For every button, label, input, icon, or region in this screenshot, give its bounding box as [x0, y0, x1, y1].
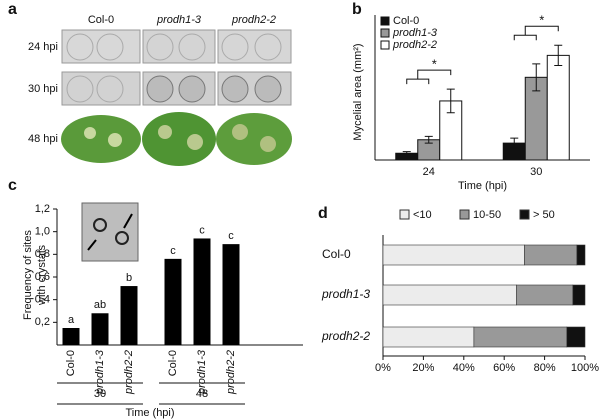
- x-tick-label: 0%: [375, 362, 391, 374]
- x-tick-label: prodh1-3: [94, 349, 106, 395]
- significance-letter: c: [199, 224, 205, 236]
- significance-letter: ab: [94, 299, 106, 311]
- bar-segment: [473, 326, 568, 348]
- group-label: 30: [94, 388, 106, 400]
- legend-label: prodh2-2: [392, 39, 437, 51]
- photo-grid: [61, 29, 292, 166]
- legend-swatch: [380, 40, 390, 50]
- panel-label: b: [352, 1, 362, 18]
- legend-label: Col-0: [393, 15, 419, 27]
- x-tick-label: 40%: [453, 362, 475, 374]
- bar: [120, 286, 138, 345]
- row-label: 30 hpi: [28, 83, 58, 95]
- x-tick-label: 100%: [571, 362, 599, 374]
- significance-bracket: [513, 25, 559, 41]
- significance-letter: a: [68, 314, 75, 326]
- x-tick-label: prodh1-3: [196, 349, 208, 395]
- inset-photo: [81, 202, 139, 262]
- legend-swatch: [380, 16, 390, 26]
- bar: [91, 313, 109, 345]
- y-axis-label: Mycelial area (mm²): [352, 43, 364, 140]
- x-tick-label: 80%: [534, 362, 556, 374]
- bar-segment: [382, 244, 525, 266]
- significance-mark: *: [539, 13, 544, 28]
- bar-segment: [382, 284, 517, 306]
- bar-segment: [566, 326, 586, 348]
- bar: [164, 258, 182, 345]
- bar: [193, 238, 211, 345]
- column-label: prodh2-2: [231, 14, 276, 26]
- significance-letter: c: [228, 230, 234, 242]
- legend-label: > 50: [533, 209, 555, 221]
- bar-segment: [576, 244, 586, 266]
- x-tick-label: 20%: [412, 362, 434, 374]
- x-axis-label: Time (hpi): [458, 180, 507, 192]
- error-bar: [532, 63, 541, 92]
- x-tick-label: 30: [530, 166, 542, 178]
- significance-letter: c: [170, 245, 176, 257]
- row-label: 24 hpi: [28, 41, 58, 53]
- x-tick-label: 60%: [493, 362, 515, 374]
- legend-label: 10-50: [473, 209, 501, 221]
- bar: [222, 244, 240, 345]
- error-bar: [402, 151, 411, 156]
- row-label: 48 hpi: [28, 133, 58, 145]
- significance-mark: *: [432, 57, 437, 72]
- y-tick-label: prodh2-2: [321, 329, 370, 343]
- legend-swatch: [519, 209, 530, 220]
- error-bar: [446, 88, 455, 114]
- bar-segment: [524, 244, 578, 266]
- bar: [546, 54, 570, 161]
- y-axis-label: with crystals: [36, 245, 48, 306]
- x-tick-label: 24: [423, 166, 435, 178]
- legend-label: <10: [413, 209, 432, 221]
- panel-label: a: [8, 1, 17, 18]
- significance-bracket: [406, 69, 452, 85]
- panel-label: d: [318, 205, 328, 222]
- x-axis-label: Time (hpi): [125, 407, 174, 419]
- bar-segment: [382, 326, 475, 348]
- y-tick-label: 0,4: [35, 294, 50, 306]
- y-tick-label: prodh1-3: [321, 287, 370, 301]
- significance-letter: b: [126, 272, 132, 284]
- y-tick-label: 1,2: [35, 203, 50, 215]
- error-bar: [510, 137, 519, 149]
- y-tick-label: 1,0: [35, 226, 50, 238]
- legend-swatch: [380, 28, 390, 38]
- legend-swatch: [399, 209, 410, 220]
- error-bar: [424, 135, 433, 144]
- y-tick-label: 0,2: [35, 316, 50, 328]
- x-tick-label: prodh2-2: [123, 350, 135, 395]
- x-tick-label: prodh2-2: [225, 350, 237, 395]
- bar-segment: [516, 284, 574, 306]
- y-axis-label: Frequency of sites: [22, 230, 34, 320]
- error-bar: [554, 44, 563, 66]
- legend-swatch: [459, 209, 470, 220]
- x-tick-label: Col-0: [167, 350, 179, 376]
- group-label: 48: [196, 388, 208, 400]
- panel-label: c: [8, 177, 17, 194]
- bar-segment: [572, 284, 586, 306]
- bar: [62, 328, 80, 345]
- x-tick-label: Col-0: [65, 350, 77, 376]
- legend-label: prodh1-3: [392, 27, 438, 39]
- column-label: prodh1-3: [156, 14, 202, 26]
- y-tick-label: Col-0: [322, 247, 351, 261]
- y-tick-label: 0,6: [35, 271, 50, 283]
- column-label: Col-0: [88, 14, 114, 26]
- y-tick-label: 0,8: [35, 248, 50, 260]
